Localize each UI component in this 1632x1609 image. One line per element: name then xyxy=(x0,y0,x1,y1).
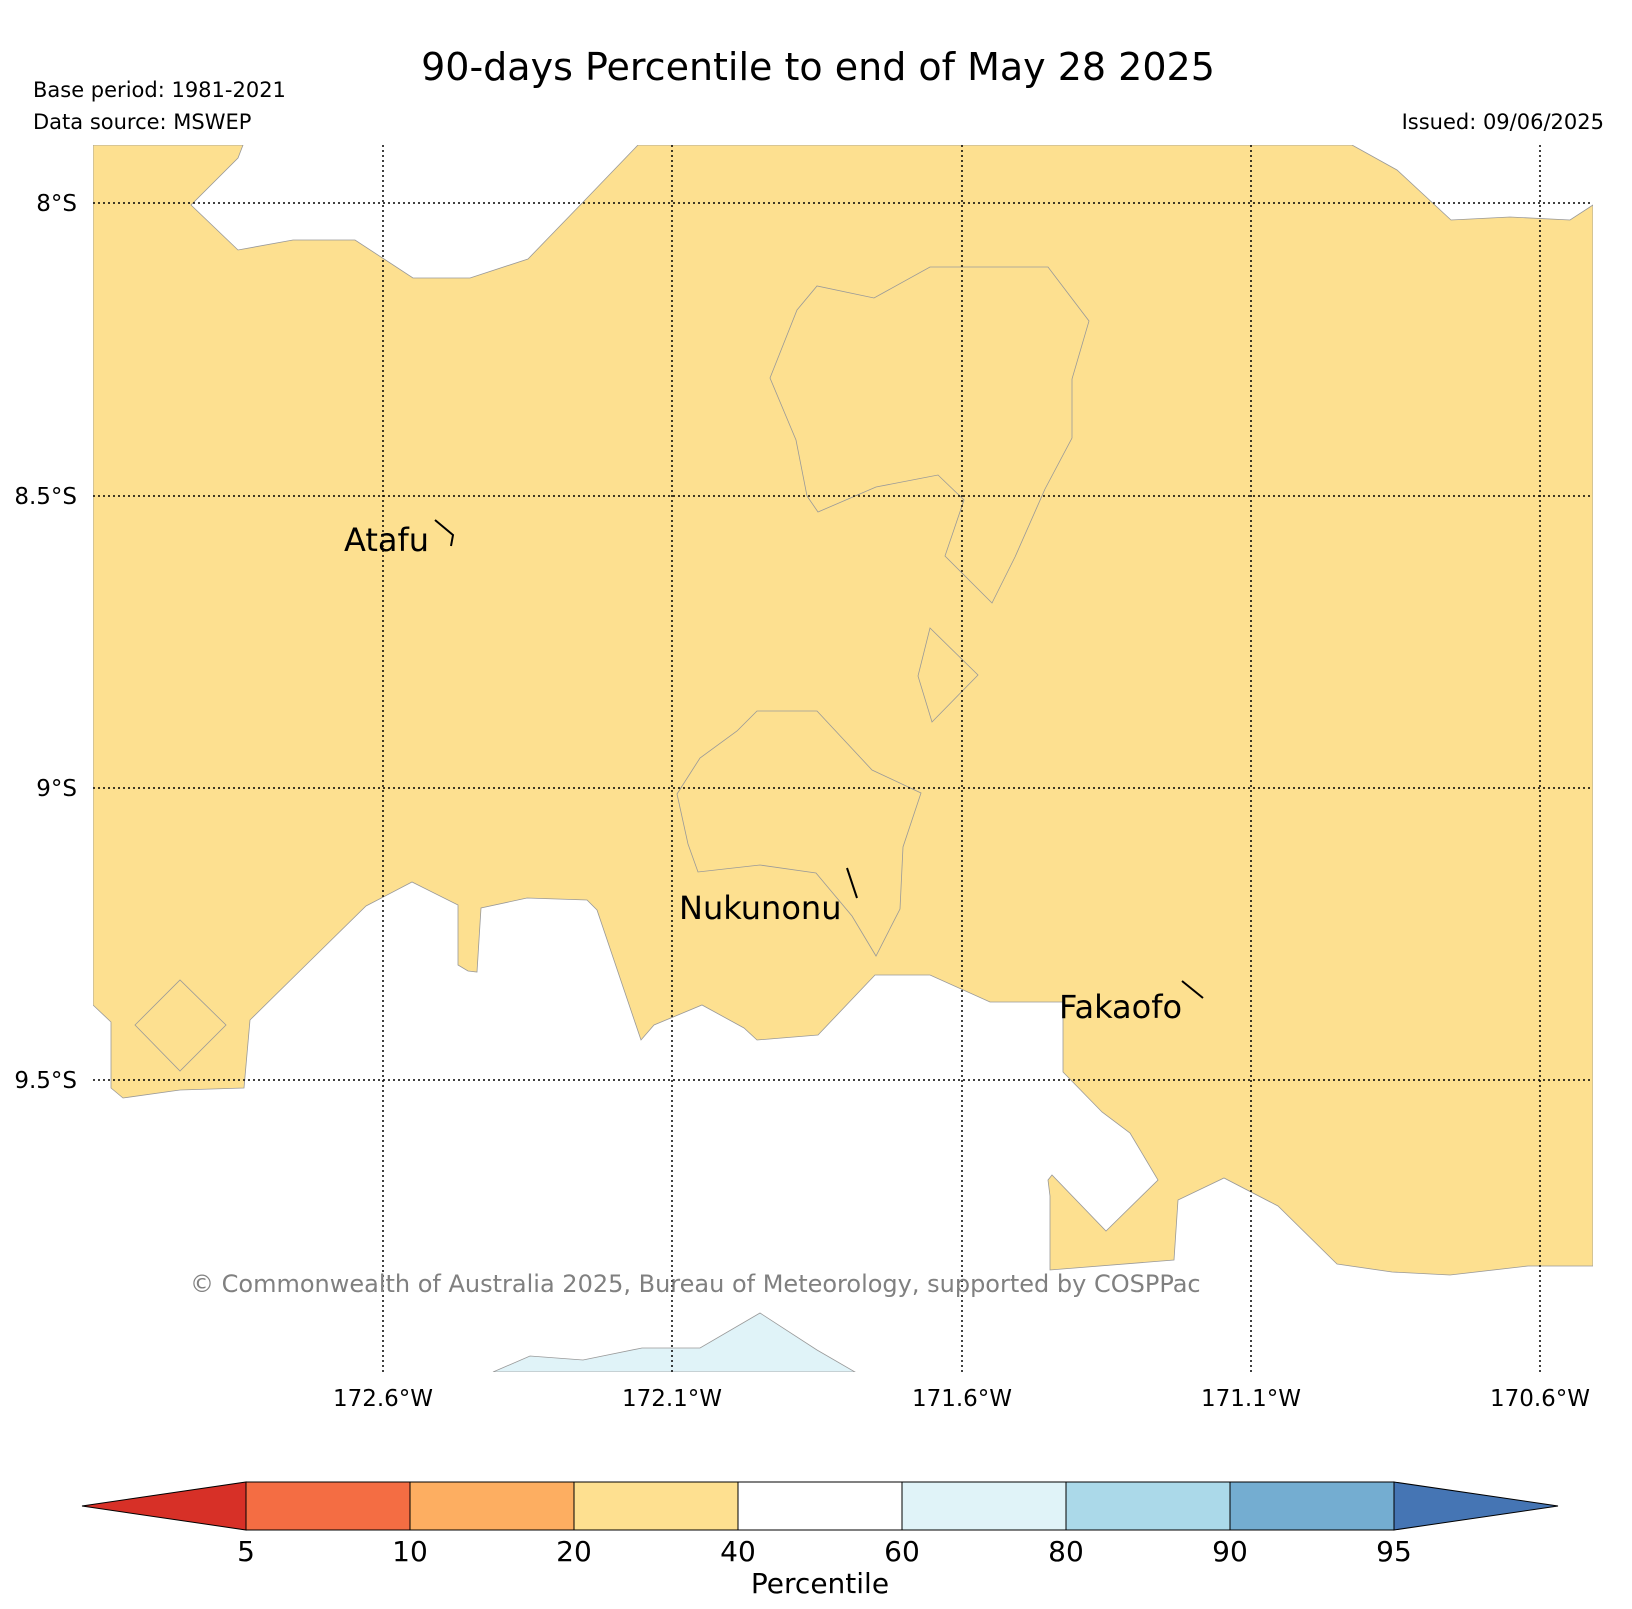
percentile-20-40-region xyxy=(93,145,1593,1276)
colorbar-label: Percentile xyxy=(751,1567,889,1600)
lon-tick-label: 170.6°W xyxy=(1490,1386,1590,1412)
fakaofo-atoll-outline xyxy=(1181,980,1204,999)
colorbar-segment xyxy=(573,1481,739,1531)
colorbar-tick-label: 60 xyxy=(884,1535,920,1568)
lat-tick-label: 8.5°S xyxy=(14,484,77,510)
place-label-atafu: Atafu xyxy=(344,521,429,559)
colorbar-tick-label: 40 xyxy=(720,1535,756,1568)
place-label-nukunonu: Nukunonu xyxy=(679,889,841,927)
map-title: 90-days Percentile to end of May 28 2025 xyxy=(421,45,1215,89)
copyright-text: © Commonwealth of Australia 2025, Bureau… xyxy=(190,1270,1201,1298)
lon-tick-label: 172.6°W xyxy=(333,1386,433,1412)
colorbar-segment xyxy=(737,1481,903,1531)
percentile-60-80-region xyxy=(492,1312,856,1372)
data-source-text: Data source: MSWEP xyxy=(33,110,251,134)
colorbar-tick-label: 10 xyxy=(392,1535,428,1568)
map-gridlines xyxy=(93,145,1593,1372)
colorbar-segment xyxy=(409,1481,575,1531)
atafu-atoll-outline xyxy=(434,519,455,547)
place-label-fakaofo: Fakaofo xyxy=(1059,988,1182,1026)
colorbar-tick-label: 95 xyxy=(1376,1535,1412,1568)
lat-tick-label: 8°S xyxy=(36,191,77,217)
colorbar-low-extension xyxy=(81,1481,247,1531)
colorbar-segment xyxy=(901,1481,1067,1531)
base-period-text: Base period: 1981-2021 xyxy=(33,78,286,102)
colorbar-high-extension xyxy=(1393,1481,1559,1531)
lat-tick-label: 9.5°S xyxy=(14,1068,77,1094)
colorbar-segment xyxy=(1229,1481,1395,1531)
colorbar-segment xyxy=(245,1481,411,1531)
colorbar-tick-label: 20 xyxy=(556,1535,592,1568)
map-area: Atafu Nukunonu Fakaofo © Commonwealth of… xyxy=(93,145,1593,1372)
colorbar-tick-label: 80 xyxy=(1048,1535,1084,1568)
colorbar-segment xyxy=(1065,1481,1231,1531)
lon-tick-label: 171.6°W xyxy=(912,1386,1012,1412)
lat-tick-label: 9°S xyxy=(36,776,77,802)
lon-tick-label: 172.1°W xyxy=(622,1386,722,1412)
nukunonu-atoll-outline xyxy=(846,867,858,899)
colorbar-tick-label: 90 xyxy=(1212,1535,1248,1568)
colorbar-tick-label: 5 xyxy=(237,1535,255,1568)
issued-text: Issued: 09/06/2025 xyxy=(1402,110,1604,134)
lon-tick-label: 171.1°W xyxy=(1201,1386,1301,1412)
colorbar: 5 10 20 40 60 80 90 95 Percentile xyxy=(81,1481,1559,1600)
